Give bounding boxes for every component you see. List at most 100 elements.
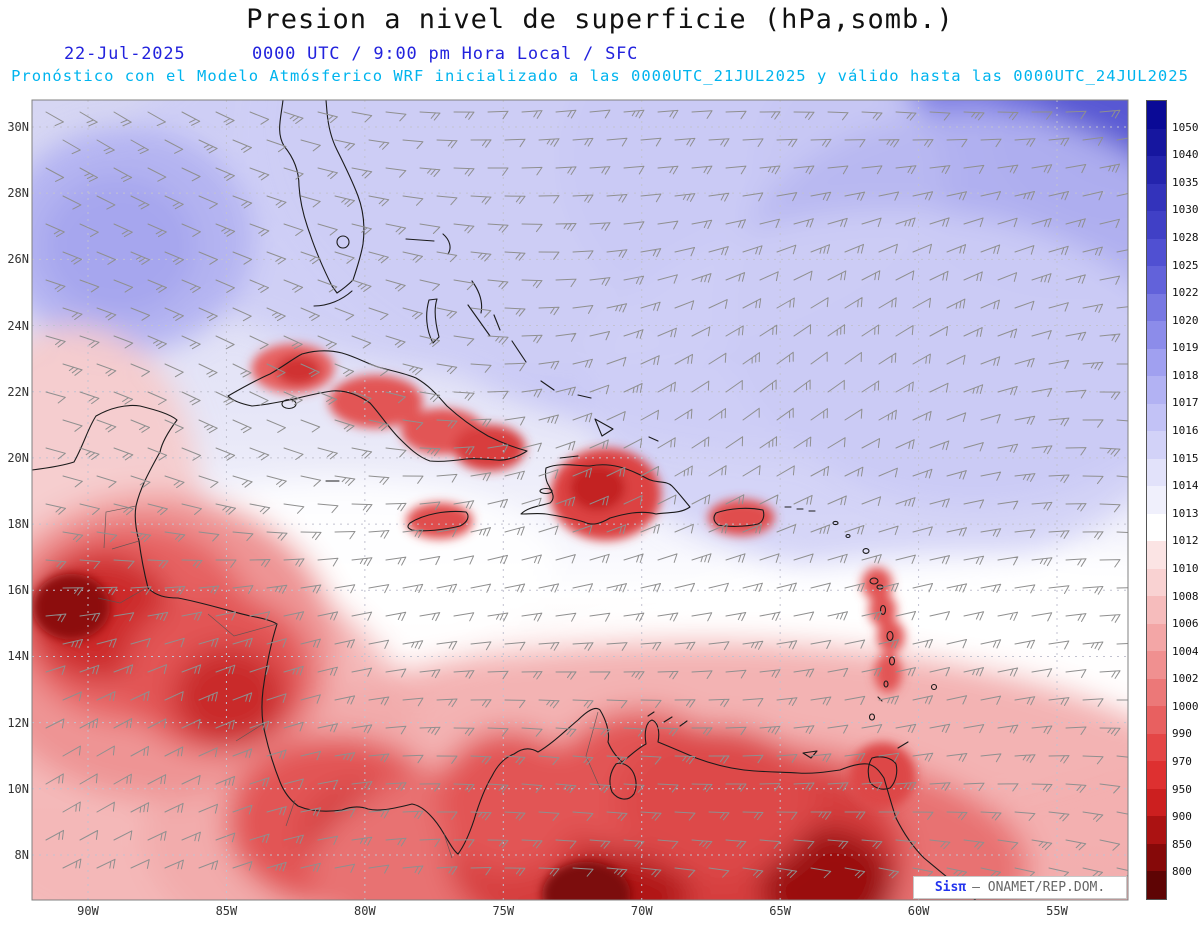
lake-okeechobee [336, 235, 350, 249]
colorbar-tick-label: 1019 [1172, 341, 1199, 355]
lon-tick-label: 85W [215, 904, 238, 918]
colorbar-segment [1147, 211, 1166, 239]
colorbar-tick-label: 1035 [1172, 175, 1199, 189]
lat-tick-label: 26N [7, 252, 29, 267]
coastline-florida [279, 100, 365, 294]
colorbar-segment [1147, 321, 1166, 349]
colorbar-segment [1147, 678, 1166, 707]
colorbar-segment [1147, 843, 1166, 872]
colorbar-segment [1147, 651, 1166, 679]
colorbar-segment [1147, 183, 1166, 212]
model-info-line: Pronóstico con el Modelo Atmósferico WRF… [11, 67, 1189, 85]
lat-tick-label: 16N [7, 583, 29, 598]
coastline-trinidad [867, 741, 909, 790]
watermark-text: – ONAMET/REP.DOM. [972, 880, 1106, 895]
coastline-cuba [227, 350, 528, 462]
lon-tick-label: 90W [77, 904, 99, 918]
colorbar-tick-label: 1028 [1172, 230, 1199, 244]
colorbar-tick-label: 970 [1172, 755, 1192, 769]
lat-tick-label: 18N [7, 517, 29, 532]
colorbar-segment [1147, 376, 1166, 404]
wind-barbs [45, 109, 1128, 879]
coastline-abc-islands [647, 711, 688, 727]
colorbar-segment [1147, 788, 1166, 817]
colorbar [1146, 100, 1167, 900]
colorbar-tick-label: 800 [1172, 865, 1192, 879]
colorbar-tick-label: 1040 [1172, 148, 1199, 162]
forecast-date: 22-Jul-2025 [64, 44, 186, 64]
lon-tick-label: 70W [630, 904, 653, 918]
coastlines [32, 100, 977, 900]
colorbar-tick-label: 1025 [1172, 258, 1199, 272]
country-borders [97, 505, 601, 859]
colorbar-segment [1147, 293, 1166, 322]
colorbar-tick-label: 1017 [1172, 396, 1199, 410]
lon-tick-label: 75W [492, 904, 515, 918]
colorbar-tick-label: 1012 [1172, 534, 1199, 548]
border-lines [97, 505, 601, 859]
coastline-hispaniola [520, 455, 691, 525]
colorbar-segment [1147, 238, 1166, 267]
colorbar-segment [1147, 348, 1166, 377]
colorbar-tick-label: 1014 [1172, 479, 1199, 493]
lake-maracaibo [609, 762, 637, 800]
coastline-puerto-rico [713, 506, 816, 527]
coastline-florida-keys [313, 290, 353, 307]
colorbar-segment [1147, 101, 1166, 129]
colorbar-tick-label: 990 [1172, 727, 1192, 741]
lon-tick-label: 65W [769, 904, 791, 918]
colorbar-segment [1147, 128, 1166, 157]
coastline-margarita [802, 750, 818, 759]
lat-tick-label: 28N [7, 186, 29, 201]
coastline-bahamas [405, 233, 659, 442]
colorbar-tick-label: 1015 [1172, 451, 1199, 465]
datetime-line: 22-Jul-2025 0000 UTC / 9:00 pm Hora Loca… [0, 44, 1200, 66]
colorbar-tick-label: 1018 [1172, 368, 1199, 382]
lat-tick-label: 24N [7, 318, 29, 333]
colorbar-tick-label: 1050 [1172, 120, 1199, 134]
colorbar-segment [1147, 623, 1166, 652]
forecast-time: 0000 UTC / 9:00 pm Hora Local / SFC [252, 44, 639, 64]
colorbar-tick-label: 1004 [1172, 644, 1199, 658]
coastline-mainland [32, 404, 977, 900]
colorbar-tick-label: 900 [1172, 810, 1192, 824]
colorbar-segment [1147, 568, 1166, 597]
colorbar-tick-label: 1013 [1172, 506, 1199, 520]
watermark-brand: Sisπ [934, 880, 967, 895]
colorbar-segment [1147, 403, 1166, 432]
lon-tick-label: 55W [1046, 904, 1068, 918]
colorbar-tick-label: 1016 [1172, 424, 1199, 438]
colorbar-segment [1147, 513, 1166, 542]
lon-tick-label: 60W [907, 904, 930, 918]
colorbar-segment [1147, 156, 1166, 184]
colorbar-tick-label: 1020 [1172, 313, 1199, 327]
colorbar-segment [1147, 458, 1166, 487]
colorbar-segment [1147, 733, 1166, 762]
colorbar-tick-label: 850 [1172, 837, 1192, 851]
colorbar-tick-label: 1006 [1172, 617, 1199, 631]
lat-tick-label: 10N [7, 781, 29, 796]
chart-title: Presion a nivel de superficie (hPa,somb.… [246, 4, 954, 35]
lat-tick-label: 12N [7, 715, 29, 730]
colorbar-segment [1147, 486, 1166, 514]
lat-tick-label: 22N [7, 384, 29, 399]
colorbar-tick-label: 1008 [1172, 589, 1199, 603]
lat-tick-label: 8N [14, 847, 29, 862]
coastline-jamaica [407, 510, 469, 532]
colorbar-tick-label: 1010 [1172, 561, 1199, 575]
colorbar-segment [1147, 816, 1166, 844]
colorbar-segment [1147, 431, 1166, 459]
coastline-lesser-antilles [832, 520, 938, 721]
map-frame [31, 99, 1129, 901]
watermark: Sisπ – ONAMET/REP.DOM. [913, 876, 1127, 899]
colorbar-tick-label: 1002 [1172, 672, 1199, 686]
colorbar-segment [1147, 706, 1166, 734]
colorbar-segment [1147, 761, 1166, 789]
colorbar-segment [1147, 541, 1166, 569]
colorbar-tick-label: 950 [1172, 782, 1192, 796]
colorbar-tick-label: 1030 [1172, 203, 1199, 217]
colorbar-tick-label: 1022 [1172, 286, 1199, 300]
lat-tick-label: 20N [7, 450, 29, 465]
